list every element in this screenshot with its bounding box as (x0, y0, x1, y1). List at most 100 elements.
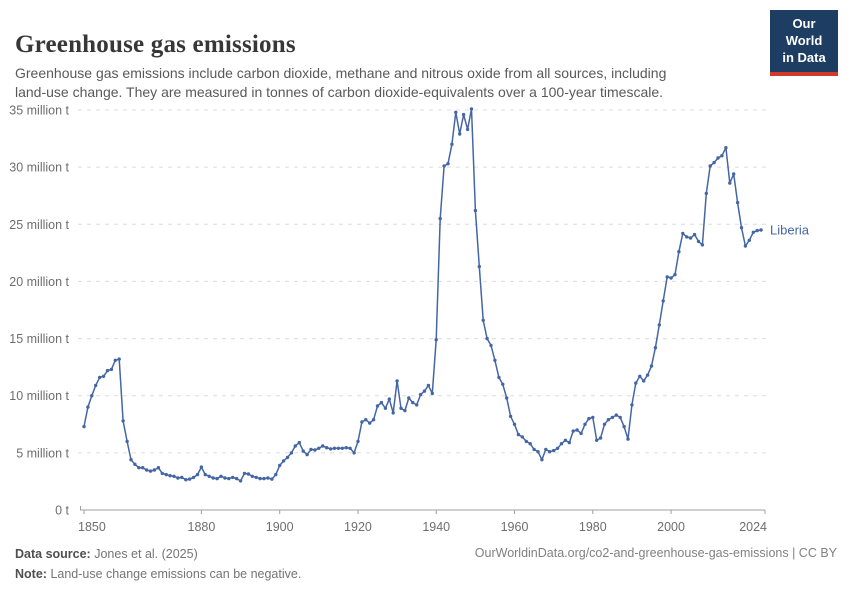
data-point (450, 142, 454, 146)
x-axis-tick-label: 2024 (739, 520, 767, 534)
data-point (458, 132, 462, 136)
data-point (665, 275, 669, 279)
data-point (188, 477, 192, 481)
data-point (152, 468, 157, 472)
data-point (266, 476, 270, 480)
data-point (755, 228, 759, 233)
x-axis-tick-label: 1900 (266, 520, 294, 534)
data-point (137, 466, 141, 470)
data-point (387, 397, 391, 401)
data-point (720, 154, 724, 158)
data-point (203, 472, 207, 477)
data-point (285, 455, 290, 460)
data-point (121, 419, 125, 423)
data-point (403, 408, 407, 413)
data-point (508, 414, 513, 418)
data-point (383, 406, 388, 410)
data-point (407, 396, 411, 400)
data-point (704, 191, 708, 196)
data-point (649, 364, 654, 368)
y-axis-tick-label: 15 million t (9, 332, 69, 346)
data-point (364, 418, 368, 422)
data-point (540, 458, 544, 462)
data-point (677, 250, 681, 254)
data-source-label: Data source: (15, 547, 91, 561)
data-point (309, 447, 313, 452)
data-point (532, 447, 536, 452)
data-point (512, 422, 517, 426)
series-line[interactable] (83, 108, 762, 482)
data-point (238, 479, 243, 483)
data-point (254, 475, 258, 480)
data-point (305, 452, 309, 457)
data-point (743, 244, 748, 248)
entity-label-liberia[interactable]: Liberia (770, 223, 810, 238)
x-axis-tick-label: 2000 (657, 520, 685, 534)
data-point (352, 451, 356, 455)
data-point (638, 374, 642, 378)
data-point (211, 476, 215, 480)
data-point (281, 459, 286, 463)
data-point (328, 447, 333, 451)
data-point (109, 367, 114, 372)
data-point (548, 450, 552, 454)
note-value: Land-use change emissions can be negativ… (50, 567, 302, 581)
data-point (673, 272, 677, 277)
data-point (657, 323, 661, 327)
owid-logo-line1: Our World (785, 16, 823, 48)
data-point (708, 164, 712, 168)
data-point (172, 474, 176, 478)
y-axis-tick-label: 5 million t (16, 446, 69, 460)
data-point (544, 447, 548, 452)
data-point (379, 400, 384, 405)
data-point (579, 431, 583, 436)
data-point (489, 343, 493, 348)
data-source-value: Jones et al. (2025) (94, 547, 198, 561)
data-point (732, 172, 736, 176)
data-point (438, 216, 442, 221)
data-point (117, 357, 121, 361)
data-source-line: Data source: Jones et al. (2025) (15, 544, 301, 564)
data-point (700, 243, 705, 247)
data-point (634, 381, 638, 385)
x-axis-tick-label: 1880 (188, 520, 216, 534)
data-point (614, 413, 618, 417)
data-point (415, 403, 419, 407)
data-point (86, 405, 90, 409)
data-points[interactable] (82, 107, 763, 483)
y-axis-tick-label: 25 million t (9, 218, 69, 232)
attribution-text: OurWorldinData.org/co2-and-greenhouse-ga… (474, 546, 837, 560)
data-point (129, 458, 133, 462)
data-point (626, 437, 630, 441)
data-point (101, 374, 106, 378)
chart-footer: Data source: Jones et al. (2025) Note: L… (15, 544, 301, 584)
data-point (728, 181, 732, 185)
y-axis-tick-label: 30 million t (9, 161, 69, 175)
data-point (587, 416, 591, 421)
data-point (477, 264, 481, 269)
data-point (559, 442, 564, 446)
y-axis-tick-label: 0 t (55, 504, 69, 518)
data-point (168, 474, 172, 478)
data-point (411, 400, 415, 405)
data-point (219, 474, 223, 478)
x-axis-tick-label: 1960 (501, 520, 529, 534)
data-point (332, 446, 337, 450)
data-point (156, 466, 161, 470)
data-point (234, 476, 239, 481)
y-axis-tick-label: 20 million t (9, 275, 69, 289)
data-point (591, 415, 595, 420)
data-point (688, 236, 693, 240)
chart-subtitle: Greenhouse gas emissions include carbon … (15, 65, 667, 101)
data-point (207, 474, 211, 478)
data-point (751, 230, 755, 234)
data-point (371, 418, 376, 422)
data-point (231, 475, 235, 480)
data-point (215, 476, 219, 481)
data-point (505, 396, 509, 400)
data-point (696, 239, 701, 244)
data-point (418, 392, 423, 397)
data-point (685, 235, 689, 239)
